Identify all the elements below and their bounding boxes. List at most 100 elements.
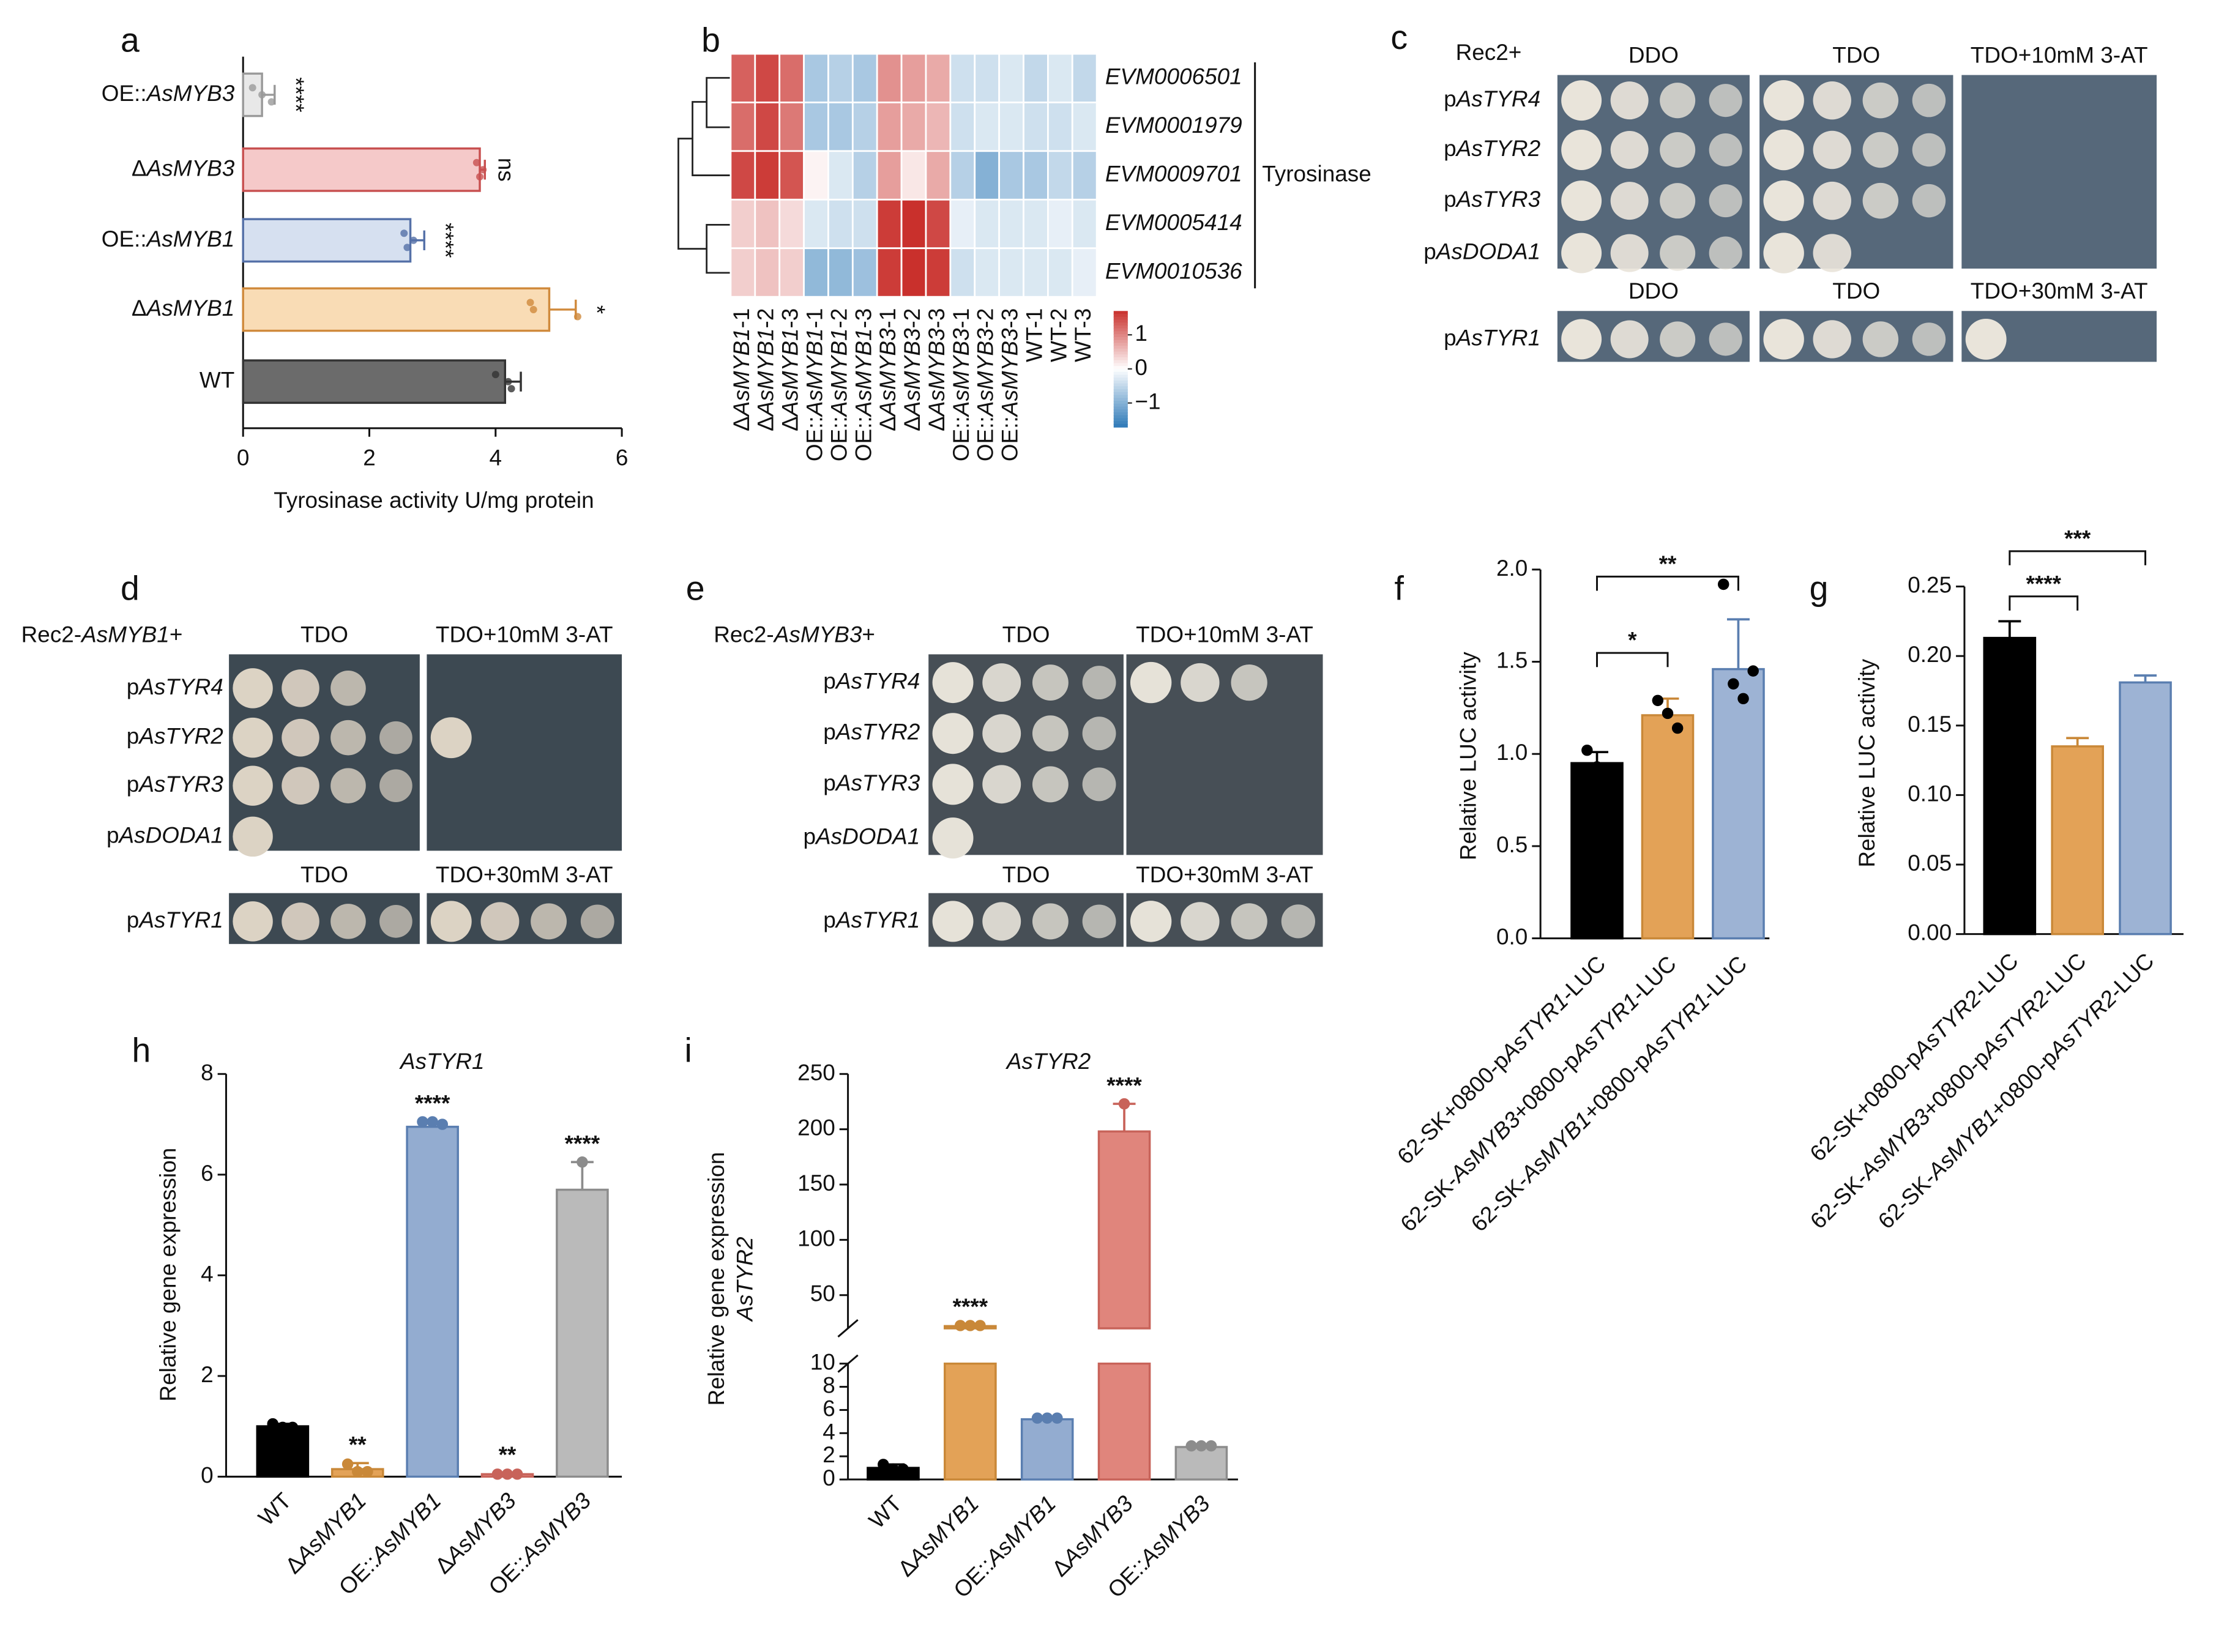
heatmap-cell	[900, 102, 927, 152]
heatmap-cell	[900, 247, 927, 298]
heatmap-cell	[1023, 247, 1049, 298]
significance: ****	[415, 1090, 450, 1115]
dendrogram	[677, 76, 731, 274]
heatmap-cell	[851, 102, 878, 152]
y-axis-label: Relative gene expression	[155, 1148, 181, 1402]
colorbar-step	[1113, 313, 1128, 318]
y-tick-label: 8	[201, 1060, 214, 1085]
row-label: pAsTYR1	[127, 907, 223, 932]
colony-spot	[1082, 716, 1116, 751]
category-label: WT	[253, 1488, 296, 1531]
bar	[242, 359, 507, 404]
data-point	[1671, 722, 1684, 734]
bar	[1174, 1446, 1228, 1481]
bracket	[2009, 550, 2147, 565]
colony-spot	[982, 663, 1021, 702]
y-tick-label: 150	[797, 1170, 835, 1196]
heatmap-cell	[729, 150, 756, 201]
data-point	[1581, 744, 1593, 756]
heatmap-cell	[729, 247, 756, 298]
data-point	[403, 244, 411, 251]
category-label: OE::AsMYB1	[102, 226, 235, 251]
data-point	[1195, 1440, 1207, 1452]
data-point	[258, 91, 266, 99]
colony-spot	[330, 720, 366, 756]
panel-letter: i	[684, 1031, 692, 1069]
colony-spot	[379, 721, 412, 754]
colony-spot	[282, 669, 319, 707]
chart-title: AsTYR2	[1005, 1049, 1091, 1074]
colony-spot	[1032, 766, 1069, 803]
y-axis-label: Relative gene expression	[704, 1152, 729, 1406]
column-label: OE::AsMYB1-2	[826, 308, 851, 461]
medium-label: TDO	[300, 622, 348, 647]
colony-spot	[1862, 132, 1899, 168]
colorbar-step	[1113, 392, 1128, 396]
heatmap-cell	[1071, 198, 1098, 250]
data-point	[1205, 1440, 1217, 1452]
bracket-label: ****	[2026, 571, 2062, 596]
colony-spot	[1181, 663, 1220, 702]
heatmap-cell	[949, 150, 976, 201]
bracket	[1596, 575, 1739, 591]
heatmap-cell	[1071, 102, 1098, 152]
colony-spot	[1660, 83, 1696, 119]
heatmap-cell	[949, 247, 976, 298]
colony-spot	[1660, 321, 1696, 357]
panel-letter: e	[686, 569, 705, 607]
heatmap-cell	[900, 198, 927, 250]
row-label: pAsTYR3	[127, 772, 224, 797]
y-tick-label: 0.0	[1496, 924, 1528, 949]
heatmap-cell	[778, 53, 805, 103]
bar	[2119, 681, 2172, 936]
colorbar-step	[1113, 406, 1128, 411]
heatmap-cell	[925, 53, 952, 103]
colony-spot	[1032, 903, 1069, 940]
colony-spot	[1709, 236, 1742, 270]
colony-spot	[982, 714, 1021, 753]
data-point	[878, 1459, 889, 1470]
heatmap-cell	[827, 150, 854, 201]
significance: ****	[433, 223, 458, 258]
data-point	[267, 98, 275, 106]
colony-spot	[1610, 234, 1649, 272]
heatmap-cell	[778, 247, 805, 298]
heatmap-cell	[974, 150, 1000, 201]
data-point	[409, 236, 417, 244]
colorbar-step	[1113, 334, 1128, 338]
colorbar-tick-label: 0	[1135, 355, 1147, 380]
colony-spot	[1763, 319, 1804, 360]
y-axis-label-gene: AsTYR2	[732, 1237, 757, 1322]
heatmap-cell	[851, 150, 878, 201]
colorbar-step	[1113, 360, 1128, 364]
y-tick-label: 0.25	[1908, 572, 1952, 597]
data-point	[1652, 694, 1664, 707]
y-tick-label: 10	[810, 1349, 835, 1374]
colorbar-step	[1113, 378, 1128, 382]
colony-spot	[430, 717, 472, 759]
colony-spot	[1561, 233, 1602, 273]
row-label: EVM0005414	[1105, 210, 1242, 235]
heatmap-cell	[949, 102, 976, 152]
category-label: WT	[200, 367, 234, 392]
colony-spot	[1660, 132, 1696, 168]
error-bar	[1998, 620, 2021, 638]
bar	[242, 147, 481, 192]
heatmap-cell	[974, 198, 1000, 250]
y-tick-label: 0.15	[1908, 712, 1952, 737]
heatmap-cell	[974, 53, 1000, 103]
colony-spot	[1231, 903, 1267, 940]
colorbar-step	[1113, 346, 1128, 349]
colorbar-step	[1113, 421, 1128, 425]
column-label: WT-1	[1021, 308, 1046, 362]
heatmap-cell	[1023, 198, 1049, 250]
plate	[1961, 75, 2157, 269]
data-point	[1662, 707, 1674, 720]
colorbar-step	[1113, 403, 1128, 407]
column-label: ΔAsMYB1-1	[729, 308, 754, 431]
colony-spot	[580, 904, 614, 939]
bar	[1020, 1418, 1074, 1481]
data-point	[1601, 763, 1613, 775]
y-tick-label: 0.00	[1908, 920, 1952, 945]
heatmap-cell	[851, 247, 878, 298]
